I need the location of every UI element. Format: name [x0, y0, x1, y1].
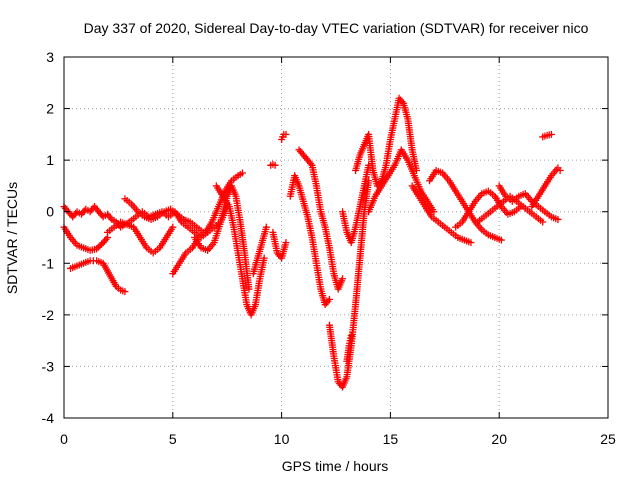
data-point — [260, 254, 268, 262]
series-arc-j — [267, 160, 279, 169]
data-point — [497, 236, 505, 244]
series-arc-i — [249, 223, 270, 278]
y-tick-labels: -4 -3 -2 -1 0 1 2 3 — [42, 49, 55, 426]
data-point — [347, 331, 355, 339]
y-tick-label: -3 — [42, 358, 55, 374]
series-arc-u — [426, 166, 505, 244]
series-arc-q — [343, 331, 355, 365]
data-point — [96, 242, 104, 250]
y-tick-label: -1 — [42, 255, 55, 271]
data-point — [245, 285, 253, 293]
y-tick-label: 1 — [46, 152, 54, 168]
x-tick-label: 5 — [169, 431, 177, 447]
data-point — [238, 169, 246, 177]
data-point — [556, 166, 564, 174]
series-arc-c — [67, 257, 129, 296]
series-arc-x — [495, 182, 562, 223]
y-tick-label: -4 — [42, 410, 55, 426]
x-tick-label: 20 — [491, 431, 507, 447]
series-arc-h — [212, 182, 268, 319]
series-arc-z — [539, 130, 555, 141]
data-point — [554, 215, 562, 223]
data-point — [547, 130, 555, 138]
y-axis-label: SDTVAR / TECUs — [4, 182, 20, 294]
series-arc-t — [408, 182, 475, 247]
x-tick-label: 15 — [383, 431, 399, 447]
data-point — [539, 218, 547, 226]
x-tick-labels: 0 5 10 15 20 25 — [60, 431, 616, 447]
data-markers — [60, 94, 564, 391]
data-point — [430, 208, 438, 216]
series-arc-v — [452, 187, 525, 231]
series-arc-l — [278, 130, 290, 144]
series-arc-e — [121, 195, 207, 236]
series-arc-s — [365, 146, 438, 216]
data-point — [271, 161, 279, 169]
series-arc-k — [269, 228, 290, 262]
data-point — [339, 275, 347, 283]
x-axis-label: GPS time / hours — [282, 458, 389, 474]
x-tick-label: 0 — [60, 431, 68, 447]
axis-ticks — [63, 56, 609, 419]
data-point — [467, 239, 475, 247]
data-point — [121, 288, 129, 296]
series-arc-b — [60, 223, 112, 254]
chart-title: Day 337 of 2020, Sidereal Day-to-day VTE… — [84, 20, 589, 36]
y-tick-label: 3 — [46, 49, 54, 65]
series-arc-p — [339, 161, 373, 247]
data-point — [169, 223, 177, 231]
series-arc-r — [352, 94, 421, 190]
data-point — [94, 243, 102, 251]
data-point — [93, 245, 101, 253]
data-point — [282, 130, 290, 138]
series-arc-y — [528, 164, 564, 211]
y-tick-label: 0 — [46, 204, 54, 220]
x-tick-label: 10 — [274, 431, 290, 447]
x-tick-label: 25 — [600, 431, 616, 447]
series-arc-d — [104, 218, 177, 257]
data-point — [98, 240, 106, 248]
series-arc-g — [191, 182, 253, 293]
series-arc-m — [286, 172, 333, 309]
data-point — [262, 223, 270, 231]
series-arc-n — [295, 146, 347, 293]
data-point — [325, 295, 333, 303]
plot-frame — [63, 56, 609, 419]
y-tick-label: -2 — [42, 307, 55, 323]
data-point — [282, 239, 290, 247]
y-tick-label: 2 — [46, 101, 54, 117]
